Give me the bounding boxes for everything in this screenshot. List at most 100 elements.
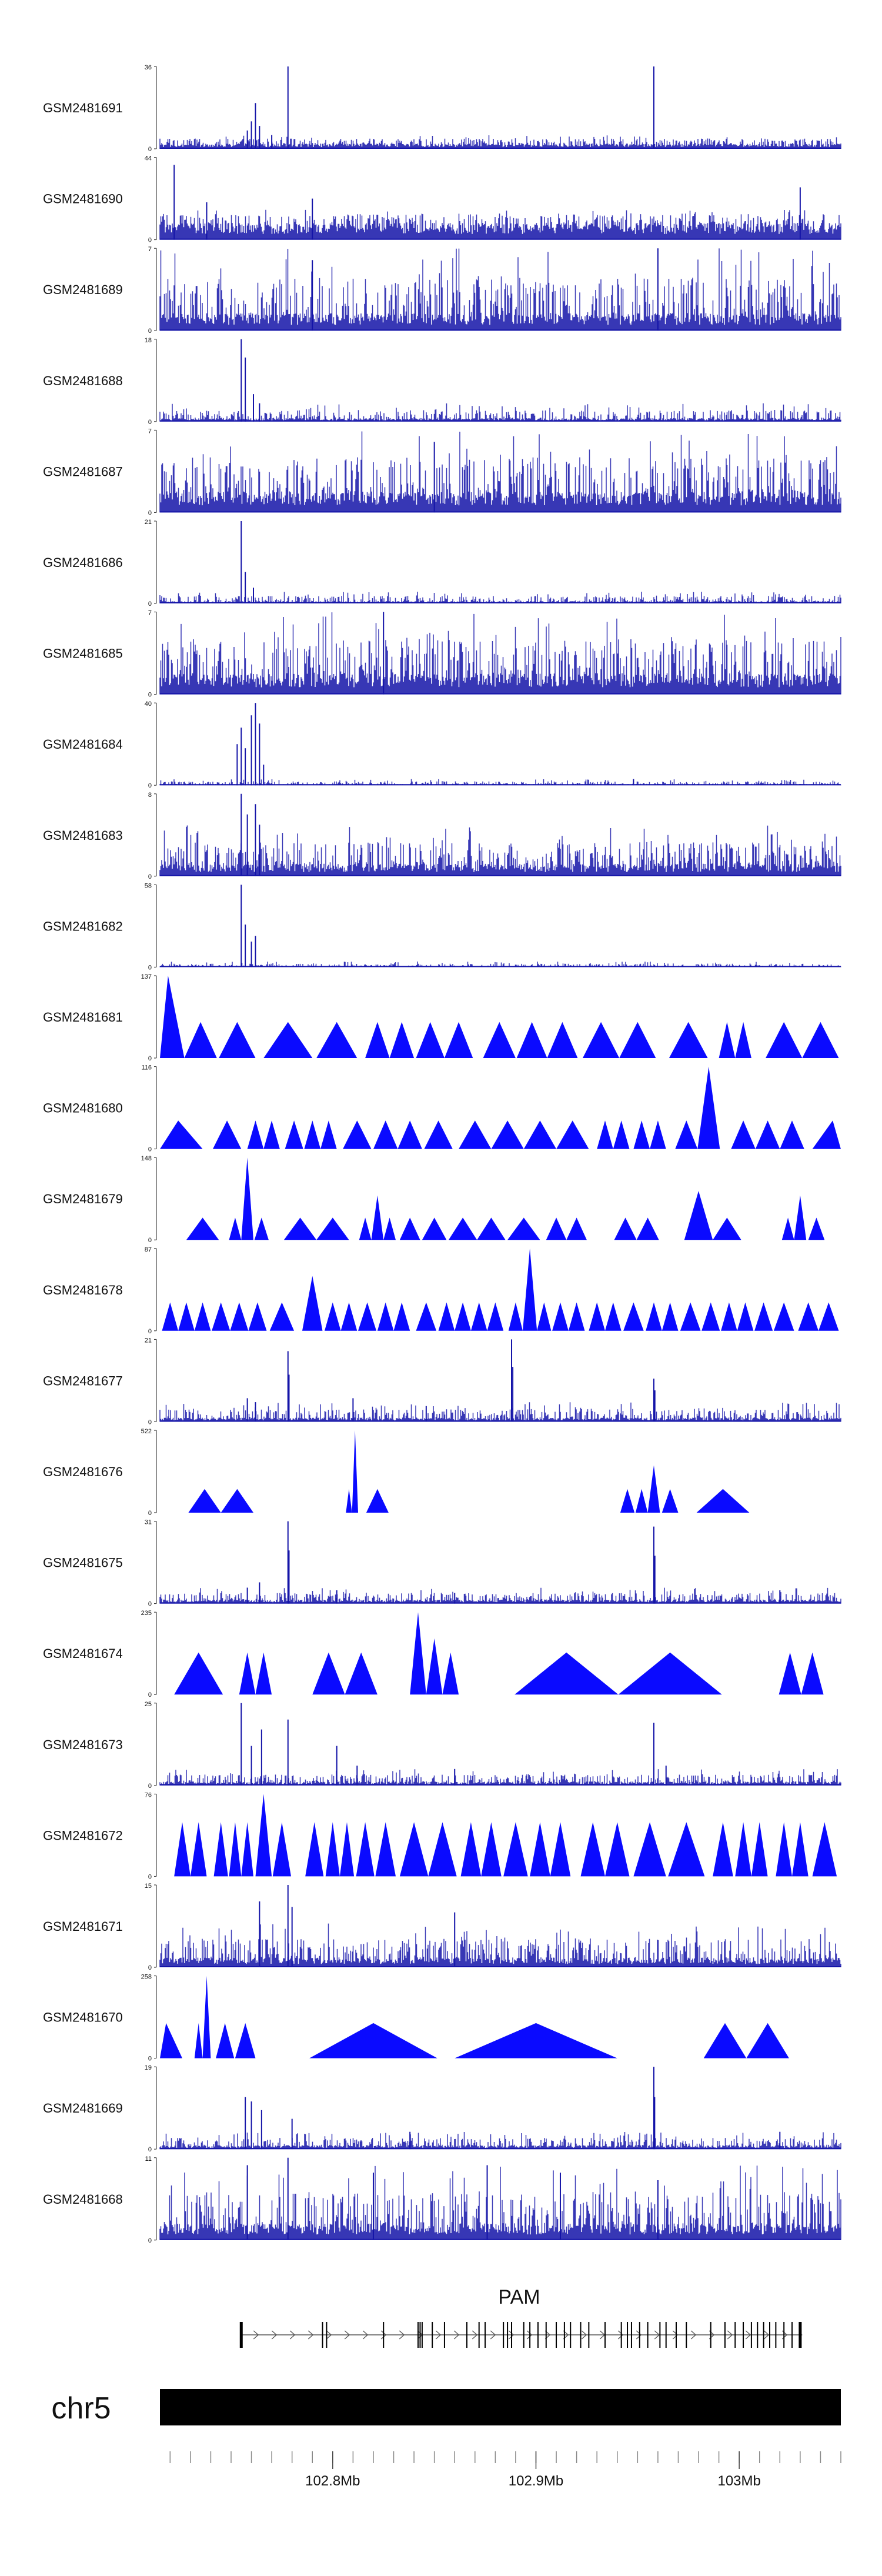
coverage-peak xyxy=(212,1302,230,1331)
coverage-peak xyxy=(255,1794,272,1877)
track-label: GSM2481673 xyxy=(43,1737,123,1752)
track: GSM2481668 11 0 xyxy=(43,2155,841,2244)
coverage-bars xyxy=(159,612,841,695)
strand-arrow xyxy=(581,2330,587,2340)
track-label: GSM2481689 xyxy=(43,282,123,297)
coverage-peak xyxy=(426,1638,443,1695)
coverage-peak xyxy=(620,1489,635,1513)
coverage-peak xyxy=(162,1302,179,1331)
coverage-peak xyxy=(160,2023,182,2058)
coverage-peak xyxy=(781,1217,794,1240)
track: GSM2481687 7 0 xyxy=(43,428,841,516)
coverage-peak xyxy=(636,1217,659,1240)
y-min-label: 0 xyxy=(148,782,152,789)
coverage-peak xyxy=(780,1120,804,1149)
coverage-peak xyxy=(818,1302,839,1331)
coverage-peak xyxy=(229,1217,242,1240)
gene-exon xyxy=(710,2322,711,2348)
strand-arrow xyxy=(526,2330,533,2340)
coverage-peak xyxy=(776,1822,792,1877)
coverage-peak xyxy=(516,1022,547,1058)
coverage-peak xyxy=(779,1652,801,1695)
coverage-peak xyxy=(397,1120,422,1149)
coverage-peak xyxy=(735,1822,751,1877)
y-max-label: 25 xyxy=(145,1701,152,1708)
coverage-peak xyxy=(216,2023,235,2058)
coverage-peak xyxy=(213,1822,228,1877)
coverage-peak xyxy=(646,1302,662,1331)
coverage-peak xyxy=(481,1822,502,1877)
coverage-peak xyxy=(713,1217,741,1240)
y-max-label: 44 xyxy=(145,155,152,162)
coverage-peak xyxy=(410,1612,426,1695)
coverage-peak xyxy=(754,1302,773,1331)
strand-arrow xyxy=(636,2330,642,2340)
coverage-peak xyxy=(703,2023,747,2058)
strand-arrow xyxy=(380,2330,387,2340)
coverage-peak xyxy=(269,1302,295,1331)
gene-exon xyxy=(757,2322,759,2348)
coverage-peak xyxy=(792,1822,808,1877)
track: GSM2481679 148 0 xyxy=(43,1155,825,1244)
coverage-peak xyxy=(422,1217,447,1240)
strand-arrow xyxy=(362,2330,369,2340)
coverage-peak xyxy=(697,1066,720,1149)
coverage-peak xyxy=(773,1302,794,1331)
coverage-peak xyxy=(470,1302,487,1331)
coverage-peak xyxy=(514,1652,619,1695)
y-max-label: 76 xyxy=(145,1791,152,1798)
y-min-label: 0 xyxy=(148,1873,152,1880)
track-label: GSM2481671 xyxy=(43,1919,123,1934)
y-min-label: 0 xyxy=(148,1783,152,1790)
y-max-label: 21 xyxy=(145,519,152,526)
gene-exon xyxy=(503,2322,505,2348)
coverage-peak xyxy=(184,1022,217,1058)
gene-exon xyxy=(724,2322,726,2348)
coverage-peak xyxy=(802,1022,839,1058)
gene-exon xyxy=(322,2322,323,2348)
coverage-peak xyxy=(794,1195,807,1240)
coverage-bars xyxy=(159,248,841,331)
track-label: GSM2481674 xyxy=(43,1646,123,1661)
track-label: GSM2481672 xyxy=(43,1828,123,1843)
strand-arrow xyxy=(672,2330,679,2340)
coverage-peak xyxy=(701,1302,720,1331)
coverage-peak xyxy=(713,1822,733,1877)
coverage-peak xyxy=(220,1489,253,1513)
coverage-peak xyxy=(263,1120,280,1149)
coverage-peak xyxy=(174,1822,191,1877)
gene-exon xyxy=(326,2322,328,2348)
strand-arrow xyxy=(563,2330,569,2340)
gene-exon xyxy=(529,2322,531,2348)
coverage-peak xyxy=(735,1022,751,1058)
gene-exon xyxy=(383,2322,385,2348)
coverage-peak xyxy=(438,1302,455,1331)
coverage-peak xyxy=(373,1120,398,1149)
coverage-peak xyxy=(241,1157,253,1240)
coverage-peak xyxy=(188,1489,221,1513)
strand-arrow xyxy=(544,2330,551,2340)
coverage-peak xyxy=(339,1822,355,1877)
coverage-peak xyxy=(160,976,185,1058)
coverage-peak xyxy=(589,1302,605,1331)
axis-tick-label: 103Mb xyxy=(717,2473,760,2489)
y-max-label: 36 xyxy=(145,64,152,71)
coverage-peak xyxy=(597,1120,613,1149)
coverage-peak xyxy=(550,1822,571,1877)
coverage-peak xyxy=(460,1822,482,1877)
gene-exon xyxy=(485,2322,486,2348)
gene-model: PAM xyxy=(239,2286,803,2348)
gene-exon xyxy=(639,2322,640,2348)
coverage-peak xyxy=(255,1652,272,1695)
strand-arrow xyxy=(326,2330,332,2340)
y-min-label: 0 xyxy=(148,1146,152,1153)
gene-exon xyxy=(627,2322,629,2348)
coverage-peak xyxy=(523,1120,557,1149)
track-label: GSM2481690 xyxy=(43,192,123,206)
coverage-peak xyxy=(304,1120,321,1149)
track: GSM2481683 8 0 xyxy=(43,792,841,880)
coverage-peak xyxy=(487,1302,504,1331)
gene-exon xyxy=(588,2322,590,2348)
coverage-peak xyxy=(507,1217,540,1240)
coverage-peak xyxy=(254,1217,269,1240)
